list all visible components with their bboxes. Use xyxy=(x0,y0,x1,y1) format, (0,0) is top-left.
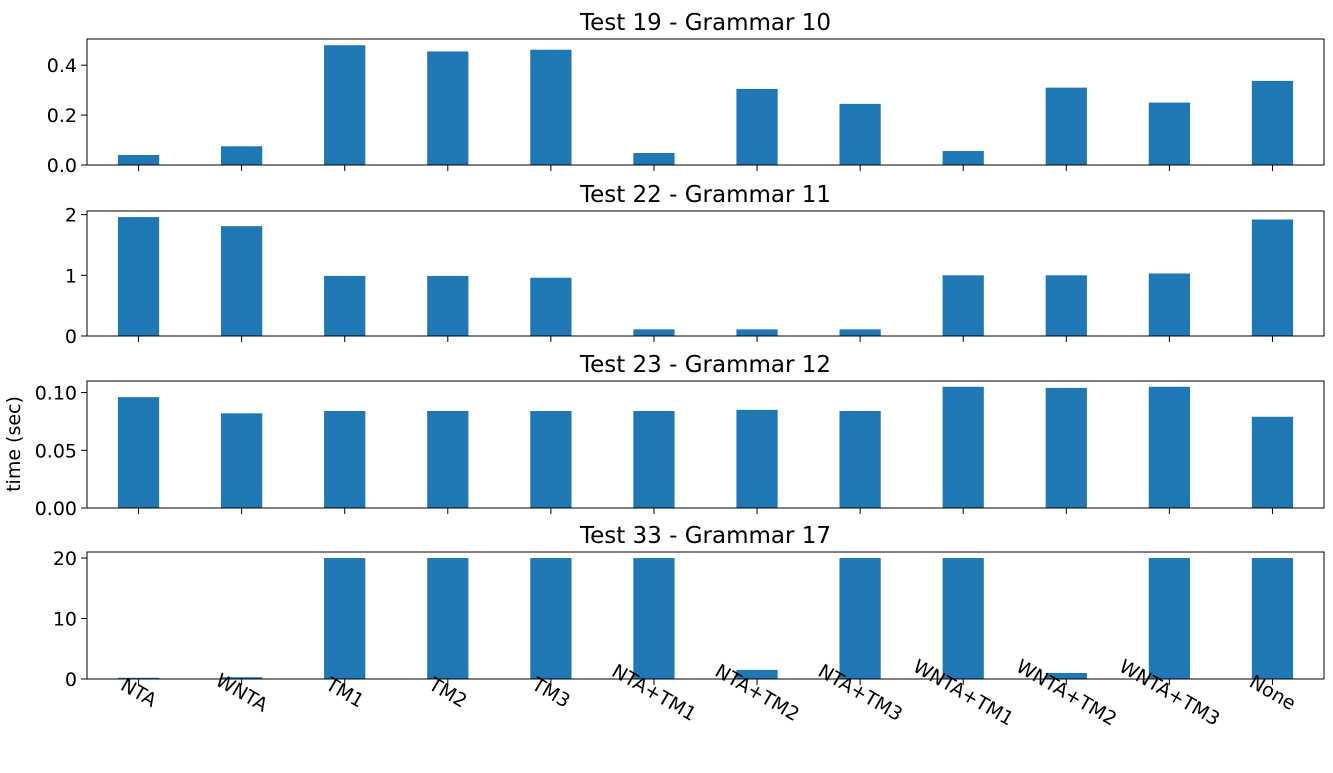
bar xyxy=(117,677,160,679)
bar xyxy=(427,558,469,679)
chart-title: Test 22 - Grammar 11 xyxy=(579,182,831,208)
bar xyxy=(1148,558,1190,679)
bar xyxy=(736,329,778,336)
bar xyxy=(221,413,263,508)
bar xyxy=(1148,386,1190,508)
bar xyxy=(942,386,984,508)
chart-title: Test 23 - Grammar 12 xyxy=(579,352,831,378)
bar xyxy=(530,49,572,166)
y-tick-label: 0.10 xyxy=(35,383,77,405)
bar xyxy=(1045,672,1087,679)
y-tick-label: 0 xyxy=(65,326,77,348)
chart-title: Test 19 - Grammar 10 xyxy=(579,10,831,36)
bar xyxy=(736,88,778,165)
bar xyxy=(839,411,881,508)
bar xyxy=(1148,273,1190,336)
bar xyxy=(633,329,675,336)
axes-frame xyxy=(86,38,1325,166)
y-tick-label: 0.0 xyxy=(47,155,77,177)
bar xyxy=(942,275,984,336)
bar xyxy=(839,329,881,336)
y-tick-label: 1 xyxy=(65,265,77,287)
chart-title: Test 33 - Grammar 17 xyxy=(579,523,831,549)
bar xyxy=(1045,87,1087,165)
y-tick-label: 2 xyxy=(65,205,77,227)
bar xyxy=(427,275,469,336)
bar xyxy=(221,677,263,679)
bar xyxy=(427,51,469,166)
subplot-3: Test 23 - Grammar 12 0.00 0.05 0.10 xyxy=(35,352,1325,520)
axes-frame xyxy=(86,380,1325,509)
bar xyxy=(324,558,366,679)
bar xyxy=(117,397,160,508)
bar xyxy=(942,558,984,679)
bar xyxy=(633,411,675,508)
bar xyxy=(736,669,778,679)
bar xyxy=(942,151,984,165)
bar xyxy=(839,558,881,679)
axes-frame xyxy=(86,551,1325,680)
y-tick-label: 0.2 xyxy=(47,105,77,127)
bar xyxy=(530,558,572,679)
bar xyxy=(1251,80,1294,165)
bar xyxy=(221,146,263,165)
subplot-2: Test 22 - Grammar 11 0 1 2 xyxy=(65,182,1325,348)
bar xyxy=(324,275,366,336)
y-tick-label: 0.00 xyxy=(35,498,77,520)
bar xyxy=(324,411,366,508)
x-tick-label: WNTA+TM2 xyxy=(1012,655,1120,730)
x-tick-label: NTA xyxy=(117,674,160,712)
bar xyxy=(1148,102,1190,165)
bar xyxy=(1045,275,1087,336)
bar xyxy=(324,45,366,165)
axes-frame xyxy=(86,210,1325,337)
y-tick-label: 0.4 xyxy=(47,55,77,77)
bar xyxy=(530,411,572,508)
bar xyxy=(427,411,469,508)
bar xyxy=(530,277,572,336)
y-tick-label: 20 xyxy=(53,548,77,570)
bar xyxy=(839,103,881,165)
bar xyxy=(1251,219,1294,336)
bar xyxy=(117,217,160,336)
bar xyxy=(633,153,675,165)
bar xyxy=(221,226,263,336)
bar xyxy=(633,558,675,679)
subplot-1: Test 19 - Grammar 10 0.0 0.2 0.4 xyxy=(47,10,1325,177)
y-axis-label: time (sec) xyxy=(3,396,25,492)
bar xyxy=(1251,558,1294,679)
y-tick-label: 0.05 xyxy=(35,440,77,462)
bar xyxy=(117,155,160,165)
y-tick-label: 0 xyxy=(65,669,77,691)
y-tick-label: 10 xyxy=(53,609,77,631)
bar xyxy=(1045,387,1087,508)
bar xyxy=(736,409,778,508)
x-tick-label: WNTA xyxy=(212,669,272,716)
bar xyxy=(1251,416,1294,508)
